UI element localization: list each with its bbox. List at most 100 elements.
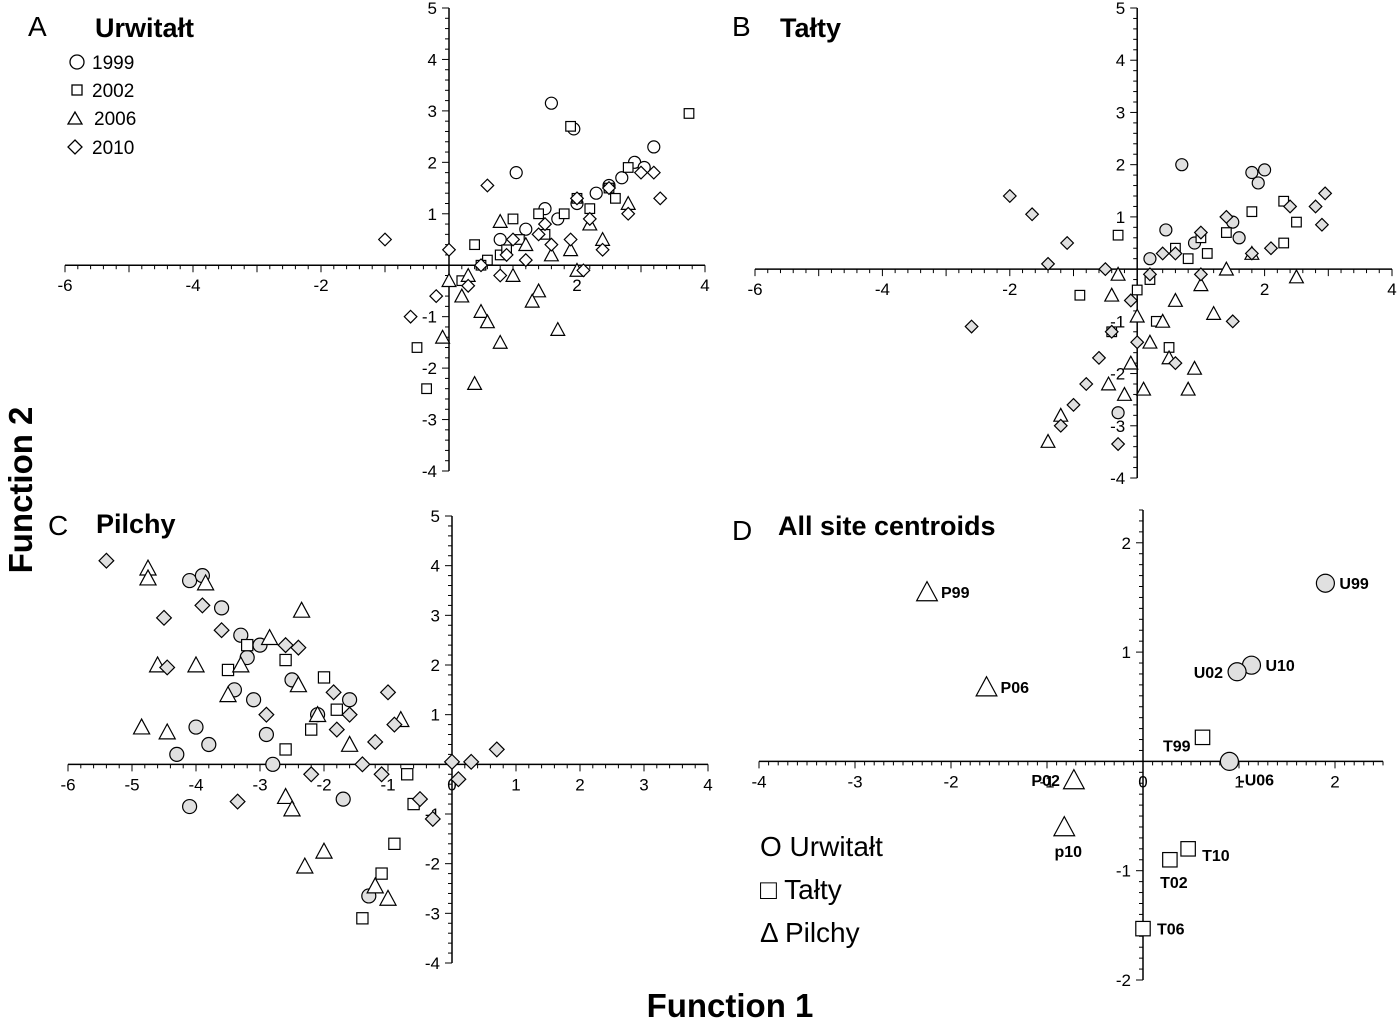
panel-c-x-tick-label: -3 [252,775,267,794]
panel-a-point-2010 [621,206,636,221]
panel-b-point-2006 [1116,386,1133,401]
panel-b-point-2010 [1123,293,1138,308]
panel-d-y-tick-label: 1 [1122,643,1131,662]
panel-b-point-2006 [1110,266,1126,281]
panel-d-x-tick-label: 0 [1138,772,1147,791]
legend-2010-label: 2010 [92,138,134,159]
panel-a-point-1999 [544,96,559,110]
panel-d-point-Pilchy [975,675,998,697]
y-axis-title: Function 2 [2,407,39,574]
panel-b-y-tick-label: -2 [1110,365,1125,384]
panel-d-x-tick-label: -1 [1039,772,1054,791]
panel-c-x-tick-label: -6 [60,775,75,794]
panel-a-point-2002 [533,208,544,220]
panel-c-x-tick-label: -2 [316,775,331,794]
panel-c-point-2002 [401,768,414,781]
panel-c-point-2002 [317,671,331,684]
panel-c-point-2002 [375,867,388,880]
centroid-label-T06: T06 [1157,922,1185,939]
panel-c-point-2010 [373,766,390,783]
panel-a-y-tick-label: -4 [422,462,437,481]
panel-a-point-2006 [492,213,509,228]
panel-c-point-2010 [354,756,371,773]
panel-b-y-tick-label: 3 [1116,103,1125,122]
panel-b-point-2006 [1040,433,1056,448]
panel-c-y-tick-label: 4 [431,557,440,576]
panel-d-x-tick-label: -4 [751,772,766,791]
panel-c-point-2006 [366,876,385,894]
panel-b-point-2010 [1244,246,1260,261]
panel-c-point-1999 [246,692,262,708]
panel-a-point-2010 [429,288,444,304]
panel-b-x-tick-label: -2 [1002,280,1017,299]
panel-d-point-Tałty [1135,920,1151,937]
legend-talty-label: □ Tałty [760,874,842,905]
panel-c-point-2006 [138,568,158,586]
panel-a-point-2010 [544,237,559,252]
legend-2010-marker [67,139,83,155]
panel-a-point-2010 [403,309,418,324]
panel-a-point-2010 [377,232,393,247]
panel-a-x-tick-label: 4 [700,276,709,295]
panel-a-point-2006 [453,287,470,303]
panel-c-point-2010 [277,636,294,654]
panel-b-point-2010 [1308,199,1323,214]
panel-b-point-2006 [1154,313,1171,328]
panel-c-point-2002 [388,837,401,851]
panel-c-point-2006 [340,735,359,752]
panel-d: D All site centroids O Urwitałt □ Tałty … [732,509,1384,990]
panel-c-x-tick-label: 4 [703,775,712,794]
panel-b-point-2006 [1135,381,1152,396]
panel-a-y-tick-label: 3 [428,102,437,121]
panel-b-point-2006 [1167,292,1184,307]
panel-c-point-1999 [169,746,185,763]
panel-b-point-1999 [1251,176,1265,190]
panel-c-point-2006 [231,655,250,673]
panel-b-point-2010 [1024,207,1040,222]
panel-b-point-2010 [1110,436,1126,452]
panel-c-point-2006 [132,717,151,735]
panel-c-point-2006 [378,889,398,906]
panel-d-x-tick-label: -3 [847,772,862,791]
panel-b-point-2006 [1218,260,1235,276]
panel-d-x-tick-label: 1 [1234,772,1243,791]
panel-b-point-2002 [1246,206,1258,218]
legend-2002-marker [71,84,83,96]
panel-a-point-2010 [473,258,489,273]
panel-b-y-tick-label: -3 [1110,417,1125,436]
panel-c-point-2010 [367,733,384,751]
centroid-label-P02: P02 [1031,773,1060,790]
panel-d-point-Urwitałt [1219,751,1240,771]
panel-a-point-2010 [480,178,495,193]
panel-b-point-2002 [1201,248,1213,259]
legend-2006-label: 2006 [94,109,136,130]
panel-b-point-2010 [1066,397,1081,413]
panel-c-point-2010 [424,810,441,828]
panel-c-point-2010 [325,684,342,701]
panel-c-point-2006 [292,601,311,618]
panel-b-y-tick-label: 4 [1116,51,1125,70]
panel-a-point-2010 [493,268,508,283]
panel-a-x-tick-label: -4 [185,276,200,295]
panel-a-point-2010 [646,165,661,180]
panel-a-point-2006 [549,321,566,336]
panel-b-y-tick-label: 2 [1116,156,1125,175]
panel-b-point-2002 [1131,284,1143,296]
panel-c-point-1999 [233,627,249,643]
panel-b-point-2010 [1168,355,1183,371]
panel-c-point-2010 [443,753,461,771]
centroid-label-P99: P99 [941,585,970,602]
panel-d-point-Pilchy [915,580,939,602]
panel-c-y-tick-label: 5 [431,507,440,526]
panel-b-point-1999 [1143,252,1157,266]
panel-c-point-2010 [290,639,307,656]
legend-pilchy-label: Δ Pilchy [760,917,860,948]
panel-d-point-Tałty [1180,841,1196,857]
panel-a-point-2002 [421,383,432,395]
panel-b-point-2006 [1205,305,1222,320]
panel-b-point-2006 [1129,307,1146,323]
panel-a: A Urwitałt 1999 2002 2006 2010 -6 -4 -2 2 4 -… [28,0,710,481]
panel-a-point-2002 [507,213,519,225]
panel-c-point-2010 [229,793,246,810]
panel-b-x-tick-label: -4 [875,280,890,299]
